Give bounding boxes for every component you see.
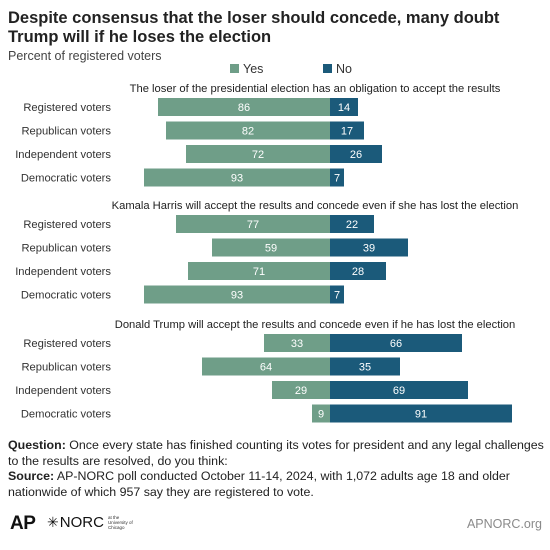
bar-no <box>330 98 358 116</box>
bar-no-label: 17 <box>341 126 353 138</box>
bar-no-label: 22 <box>346 219 358 231</box>
category-label: Democratic voters <box>21 290 112 302</box>
bar-no-label: 28 <box>352 266 364 278</box>
bar-yes-label: 77 <box>247 219 259 231</box>
source-text: AP-NORC poll conducted October 11-14, 20… <box>8 469 510 499</box>
bar-no-label: 39 <box>363 243 375 255</box>
norc-logo-subtext: at the University of Chicago <box>108 515 133 530</box>
category-label: Registered voters <box>23 338 111 350</box>
bar-yes <box>312 404 330 423</box>
category-label: Registered voters <box>23 219 111 231</box>
norc-logo-text: NORC <box>59 514 104 531</box>
bar-yes <box>158 98 330 116</box>
question-text: Once every state has finished counting i… <box>8 438 544 468</box>
norc-star-icon: ✳ <box>47 514 59 530</box>
question-note: Question: Once every state has finished … <box>8 438 544 469</box>
bar-yes <box>212 238 330 257</box>
chart-subtitle: Percent of registered voters <box>8 49 162 63</box>
bar-yes-label: 93 <box>231 290 243 302</box>
diverging-bar-chart: The loser of the presidential election h… <box>15 83 519 423</box>
category-label: Republican voters <box>21 362 111 374</box>
source-note: Source: AP-NORC poll conducted October 1… <box>8 469 544 500</box>
category-label: Registered voters <box>23 102 111 114</box>
bar-no <box>330 285 344 304</box>
source-label: Source: <box>8 469 55 483</box>
bar-no-label: 7 <box>334 173 340 185</box>
bar-no <box>330 404 512 423</box>
bar-no-label: 14 <box>338 102 350 114</box>
category-label: Independent voters <box>15 266 111 278</box>
panel-title-3: Donald Trump will accept the results and… <box>115 319 516 331</box>
brand-link[interactable]: APNORC.org <box>466 517 542 531</box>
bar-no <box>330 238 408 257</box>
bar-yes-label: 64 <box>260 362 272 374</box>
chart-notes: Question: Once every state has finished … <box>8 438 544 500</box>
bar-yes <box>186 145 330 163</box>
question-label: Question: <box>8 438 66 452</box>
bar-yes <box>188 262 330 280</box>
bar-yes <box>144 168 330 187</box>
bar-yes-label: 71 <box>253 266 265 278</box>
bar-no <box>330 145 382 163</box>
legend-item-yes: Yes <box>230 62 263 76</box>
bar-no-label: 91 <box>415 409 427 421</box>
category-label: Republican voters <box>21 243 111 255</box>
bar-yes <box>176 215 330 233</box>
category-label: Independent voters <box>15 385 111 397</box>
category-label: Democratic voters <box>21 409 112 421</box>
footer: AP ✳NORC at the University of Chicago AP… <box>0 505 550 545</box>
bar-no <box>330 168 344 187</box>
legend-item-no: No <box>323 62 352 76</box>
bar-yes-label: 93 <box>231 173 243 185</box>
bar-yes <box>264 334 330 352</box>
bar-no-label: 69 <box>393 385 405 397</box>
bar-no <box>330 357 400 376</box>
bar-no <box>330 215 374 233</box>
bar-yes-label: 29 <box>295 385 307 397</box>
bar-yes-label: 72 <box>252 149 264 161</box>
bar-no-label: 26 <box>350 149 362 161</box>
bar-yes-label: 59 <box>265 243 277 255</box>
bar-yes <box>144 285 330 304</box>
bar-no <box>330 381 468 399</box>
bar-yes <box>202 357 330 376</box>
bar-no-label: 66 <box>390 338 402 350</box>
bar-yes-label: 33 <box>291 338 303 350</box>
norc-logo: ✳NORC <box>47 514 104 531</box>
bar-no-label: 7 <box>334 290 340 302</box>
legend-label-yes: Yes <box>243 62 264 76</box>
ap-logo: AP <box>10 513 36 534</box>
panel-title-2: Kamala Harris will accept the results an… <box>112 200 519 212</box>
bar-no <box>330 121 364 140</box>
legend: Yes No <box>0 62 550 78</box>
bar-yes-label: 9 <box>318 409 324 421</box>
bar-yes-label: 82 <box>242 126 254 138</box>
bar-yes-label: 86 <box>238 102 250 114</box>
bar-no <box>330 262 386 280</box>
chart-title: Despite consensus that the loser should … <box>8 9 500 46</box>
bar-yes <box>166 121 330 140</box>
legend-label-no: No <box>336 62 352 76</box>
legend-swatch-no <box>323 64 332 73</box>
category-label: Republican voters <box>21 126 111 138</box>
bar-no <box>330 334 462 352</box>
category-label: Democratic voters <box>21 173 112 185</box>
legend-swatch-yes <box>230 64 239 73</box>
panel-title-1: The loser of the presidential election h… <box>130 83 501 95</box>
bar-no-label: 35 <box>359 362 371 374</box>
category-label: Independent voters <box>15 149 111 161</box>
bar-yes <box>272 381 330 399</box>
